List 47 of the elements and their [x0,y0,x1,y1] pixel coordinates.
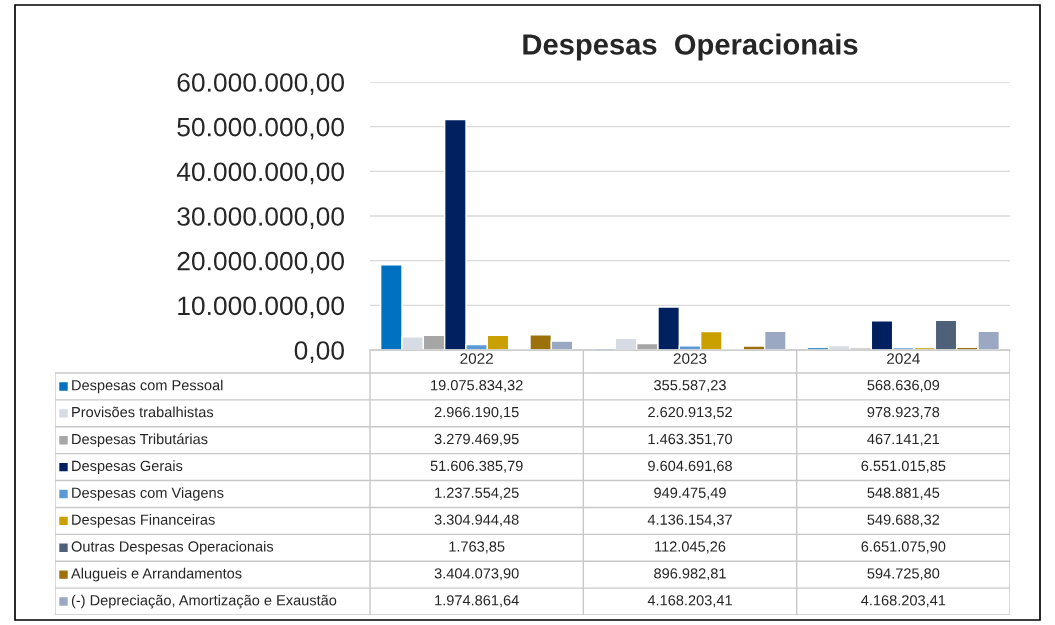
data-label: 51.606.385,79 [430,460,523,473]
y-tick-label: 40.000.000,00 [176,162,344,185]
legend-label: (-) Depreciação, Amortização e Exaustão [71,594,337,609]
x-tick-label: 2023 [673,353,707,364]
data-label: 2.966.190,15 [434,406,519,419]
chart-title: Despesas Operacionais [523,33,858,61]
data-label: 19.075.834,32 [431,380,523,393]
data-label: 949.475,49 [654,487,726,500]
y-tick-label: 50.000.000,00 [177,117,344,140]
legend-label: Despesas Tributárias [72,433,208,448]
data-label: 978.923,78 [867,406,940,419]
legend-label: Outras Despesas Operacionais [71,540,274,555]
data-label: 549.688,32 [867,514,940,527]
legend-label: Despesas Gerais [72,460,183,474]
data-label: 568.636,09 [867,380,940,393]
data-label: 3.279.469,95 [434,433,519,446]
y-tick-label: 20.000.000,00 [177,251,344,274]
data-label: 2.620.913,52 [648,406,732,419]
y-tick-label: 60.000.000,00 [177,73,344,95]
y-tick-label: 30.000.000,00 [177,207,344,229]
data-label: 6.651.075,90 [861,541,946,554]
data-label: 548.881,45 [867,487,940,500]
y-tick-label: 0,00 [294,341,344,363]
data-label: 3.304.944,48 [434,514,519,527]
legend-label: Alugueis e Arrandamentos [71,567,242,582]
data-label: 4.168.203,41 [647,595,732,608]
x-tick-label: 2024 [887,353,920,364]
data-label: 4.168.203,41 [861,595,946,608]
data-label: 896.982,81 [654,568,726,581]
legend-label: Despesas Financeiras [72,514,215,528]
data-label: 1.237.554,25 [435,487,519,500]
data-label: 3.404.073,90 [434,568,519,581]
data-label: 355.587,23 [654,380,726,393]
data-label: 1.974.861,64 [435,595,519,608]
data-label: 1.463.351,70 [648,433,733,446]
legend-label: Despesas com Pessoal [72,379,223,394]
legend-label: Despesas com Viagens [72,487,224,501]
data-label: 112.045,26 [655,541,726,554]
data-label: 594.725,80 [867,568,940,581]
legend-label: Provisões trabalhistas [72,406,214,418]
x-tick-label: 2022 [460,353,493,364]
data-label: 6.551.015,85 [861,460,946,473]
data-label: 467.141,21 [867,433,940,446]
data-label: 1.763,85 [449,541,505,554]
data-label: 9.604.691,68 [648,460,732,473]
y-tick-label: 10.000.000,00 [178,296,344,319]
data-label: 4.136.154,37 [647,514,732,527]
